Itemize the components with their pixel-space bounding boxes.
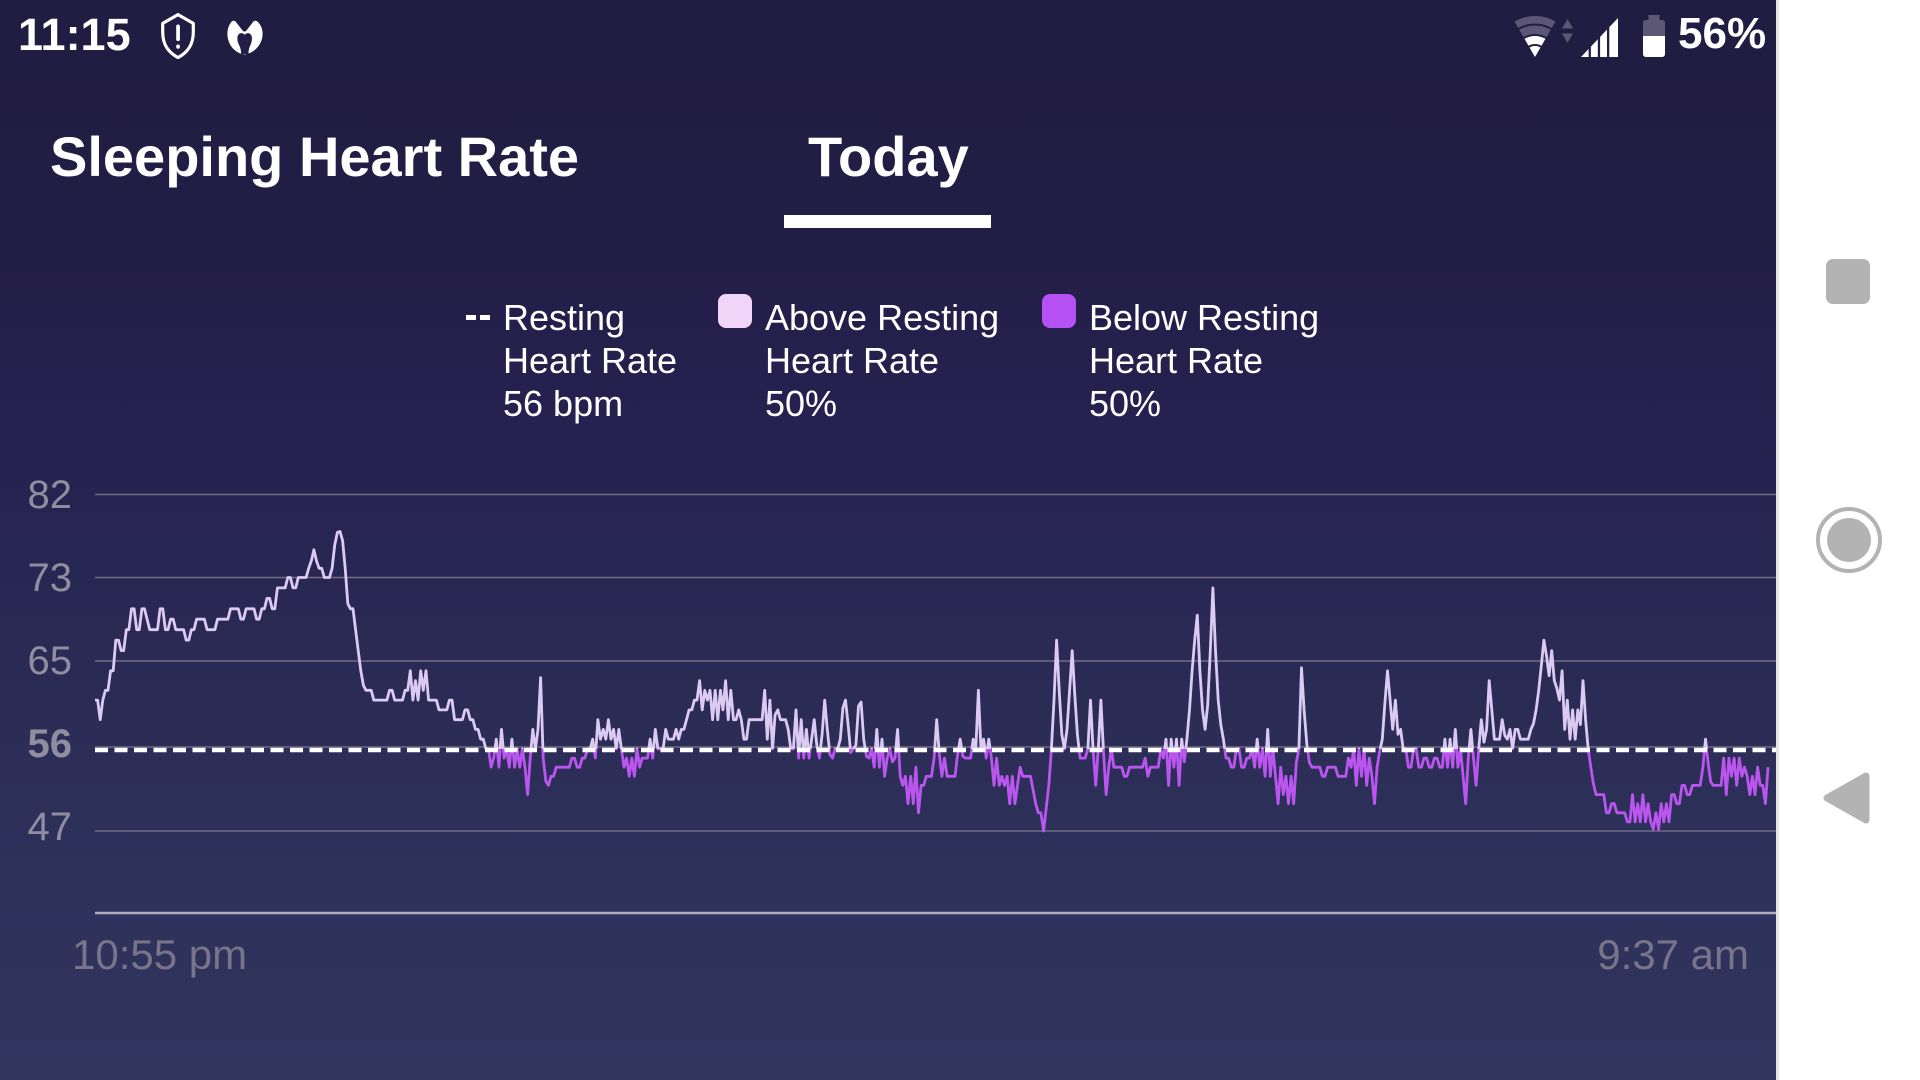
svg-text:73: 73 (28, 556, 73, 600)
svg-text:82: 82 (28, 473, 73, 517)
svg-text:47: 47 (28, 805, 73, 849)
svg-text:9:37 am: 9:37 am (1597, 931, 1749, 978)
svg-text:10:55 pm: 10:55 pm (72, 931, 247, 978)
svg-text:56: 56 (28, 722, 73, 766)
svg-text:65: 65 (28, 639, 73, 683)
